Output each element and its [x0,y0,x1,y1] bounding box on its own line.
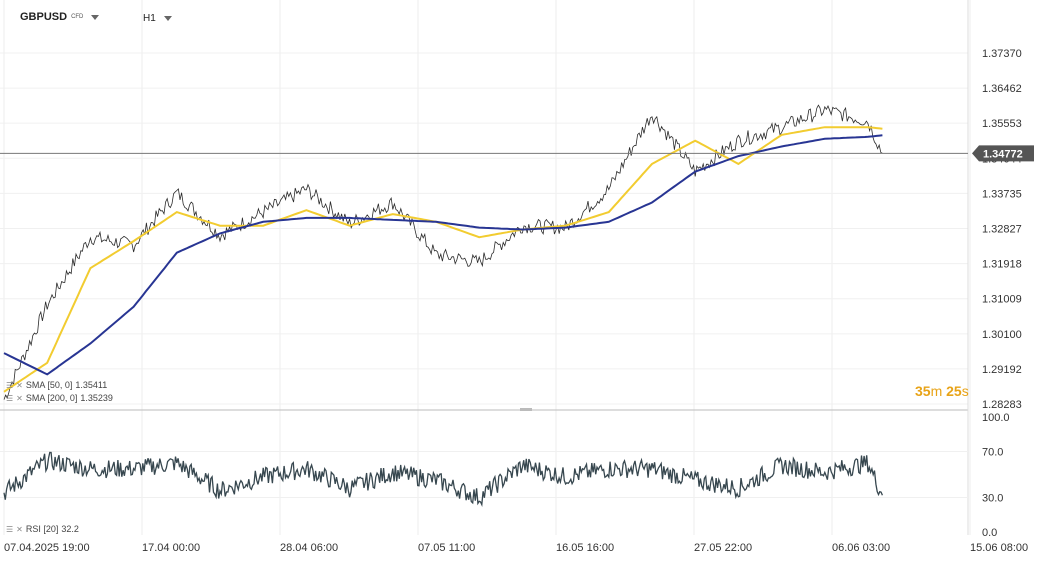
timer-seconds-unit: s [961,383,969,399]
grid [0,0,971,535]
timer-minutes-unit: m [930,383,943,399]
sma200-label: SMA [200, 0] [25,393,78,403]
rsi-series-line [3,451,883,507]
time-tick-label: 28.04 06:00 [280,542,338,554]
price-series-line [3,104,883,400]
price-tick-label: 1.33735 [982,188,1022,200]
time-tick-label: 15.06 08:00 [970,542,1028,554]
price-tick-label: 1.35553 [982,118,1022,130]
time-tick-label: 07.04.2025 19:00 [4,542,90,554]
series-layer [3,104,883,507]
timer-seconds: 25 [946,383,962,399]
chevron-down-icon [91,14,100,20]
candle-countdown: 35m 25s [915,383,969,399]
current-price-tag [972,145,1034,162]
sma200-value: 1.35239 [80,393,113,403]
time-tick-label: 06.06 03:00 [832,542,890,554]
rsi-label: RSI [20] [25,524,59,534]
rsi-tick-label: 70.0 [982,447,1003,459]
instrument-type: CFD [71,14,84,21]
rsi-tick-label: 0.0 [982,527,997,539]
time-tick-label: 27.05 22:00 [694,542,752,554]
legend-rsi[interactable]: ☰ ✕ RSI [20] 32.2 [6,524,79,534]
timeframe-label: H1 [143,13,156,24]
price-tick-label: 1.29192 [982,364,1022,376]
sma50-series-line [3,126,883,393]
current-price-label: 1.34772 [983,148,1023,160]
time-tick-label: 16.05 16:00 [556,542,614,554]
legend-sma50[interactable]: ☰ ✕ SMA [50, 0] 1.35411 [6,380,107,390]
time-axis: 07.04.2025 19:00 17.04 00:00 28.04 06:00 07… [4,542,1028,554]
rsi-axis: 100.0 70.0 30.0 0.0 [982,412,1010,539]
rsi-tick-label: 30.0 [982,493,1003,505]
sma50-label: SMA [50, 0] [25,380,73,390]
menu-icon[interactable]: ☰ [6,380,14,390]
panel-resize-handle [520,408,532,411]
sma200-series-line [3,134,883,376]
price-tick-label: 1.36462 [982,83,1022,95]
close-icon[interactable]: ✕ [16,380,23,390]
price-tick-label: 1.30100 [982,329,1022,341]
price-tick-label: 1.32827 [982,223,1022,235]
menu-icon[interactable]: ☰ [6,524,14,534]
chevron-down-icon [163,15,172,21]
price-tick-label: 1.37370 [982,48,1022,60]
close-icon[interactable]: ✕ [16,524,23,534]
symbol-label: GBPUSD [20,11,68,23]
legend-sma200[interactable]: ☰ ✕ SMA [200, 0] 1.35239 [6,393,113,403]
rsi-tick-label: 100.0 [982,412,1010,424]
symbol-selector[interactable]: GBPUSD CFD [20,11,100,23]
current-price-marker: 1.34772 [0,145,1034,162]
close-icon[interactable]: ✕ [16,393,23,403]
price-tick-label: 1.31918 [982,259,1022,271]
time-tick-label: 17.04 00:00 [142,542,200,554]
price-axis: 1.373701.364621.355531.346441.337351.328… [982,48,1022,411]
rsi-value: 32.2 [61,524,79,534]
sma50-value: 1.35411 [75,380,108,390]
time-tick-label: 07.05 11:00 [418,542,475,554]
timer-minutes: 35 [915,383,931,399]
timeframe-selector[interactable]: H1 [143,13,172,24]
price-tick-label: 1.28283 [982,399,1022,411]
price-tick-label: 1.31009 [982,294,1022,306]
menu-icon[interactable]: ☰ [6,393,14,403]
